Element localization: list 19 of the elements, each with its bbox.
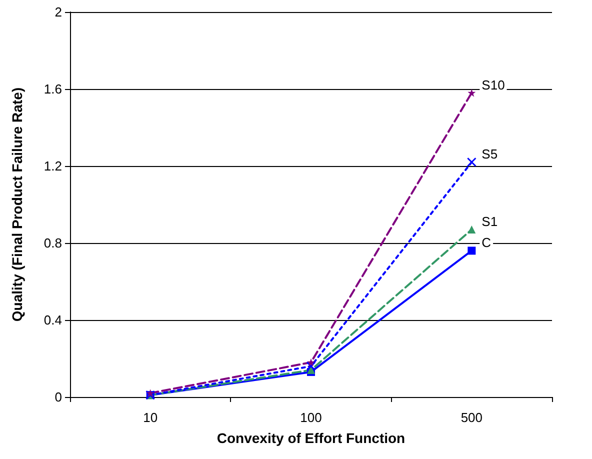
series-label: S5 — [482, 146, 498, 162]
x-axis-title: Convexity of Effort Function — [216, 430, 406, 446]
series-label: C — [482, 235, 492, 250]
y-tick-label: 0.4 — [44, 312, 62, 328]
x-tick-label: 100 — [300, 410, 322, 425]
series-label: S10 — [482, 77, 505, 92]
y-tick-label: 1.2 — [44, 158, 62, 174]
y-tick-label: 0 — [54, 390, 62, 404]
y-tick-label: 0.8 — [44, 236, 62, 250]
y-tick-label: 2 — [54, 4, 62, 20]
point — [466, 157, 476, 167]
point — [468, 88, 476, 97]
y-tick-label: 1.6 — [44, 82, 62, 96]
y-axis-title: Quality (Final Product Failure Rate) — [9, 87, 25, 322]
series-label: S1 — [482, 214, 498, 230]
point — [307, 358, 315, 366]
x-tick-label: 500 — [460, 410, 483, 425]
x-tick-label: 10 — [143, 410, 158, 425]
point — [468, 246, 476, 255]
